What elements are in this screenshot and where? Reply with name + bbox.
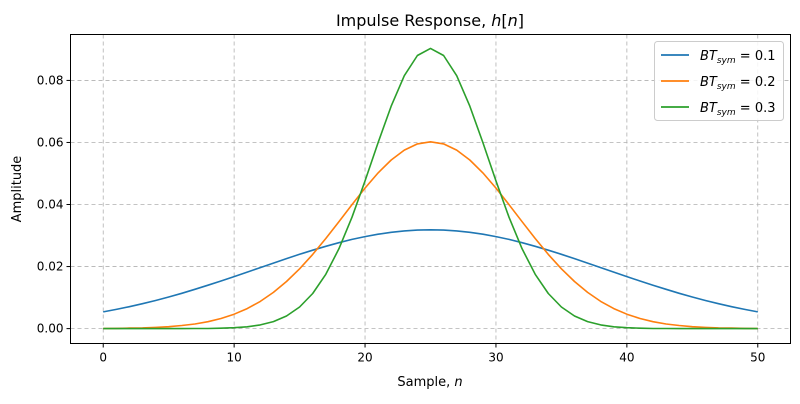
x-tick-label: 20 [357, 351, 372, 365]
x-tick-label: 10 [226, 351, 241, 365]
y-tick-label: 0.08 [37, 73, 64, 87]
y-axis-label: Amplitude [10, 156, 25, 223]
legend-label: BTsym = 0.2 [700, 75, 776, 92]
series-lines [103, 47, 758, 330]
legend-label: BTsym = 0.1 [700, 49, 776, 66]
y-tick-label: 0.06 [37, 135, 64, 149]
y-tick-label: 0.02 [37, 260, 64, 274]
y-tick-label: 0.00 [37, 322, 64, 336]
x-tick-label: 40 [619, 351, 634, 365]
legend-box [654, 41, 784, 121]
x-tick-label: 0 [99, 351, 107, 365]
x-tick-label: 50 [750, 351, 765, 365]
plot-frame [70, 34, 791, 344]
legend: BTsym = 0.1 BTsym = 0.2 BTsym = 0.3 [654, 41, 784, 121]
series-line-bt-3 [103, 47, 758, 330]
legend-label: BTsym = 0.3 [700, 101, 776, 118]
y-tick-label: 0.04 [37, 198, 64, 212]
x-axis-label: Sample, n [397, 375, 462, 390]
chart-title: Impulse Response, h[n] [336, 11, 524, 30]
series-line-bt-1 [103, 229, 758, 313]
series-line-bt-2 [103, 141, 758, 330]
ticks: 0 10 20 30 40 50 0.00 0.02 0.04 0.06 0.08 [37, 73, 766, 364]
x-tick-label: 30 [488, 351, 503, 365]
